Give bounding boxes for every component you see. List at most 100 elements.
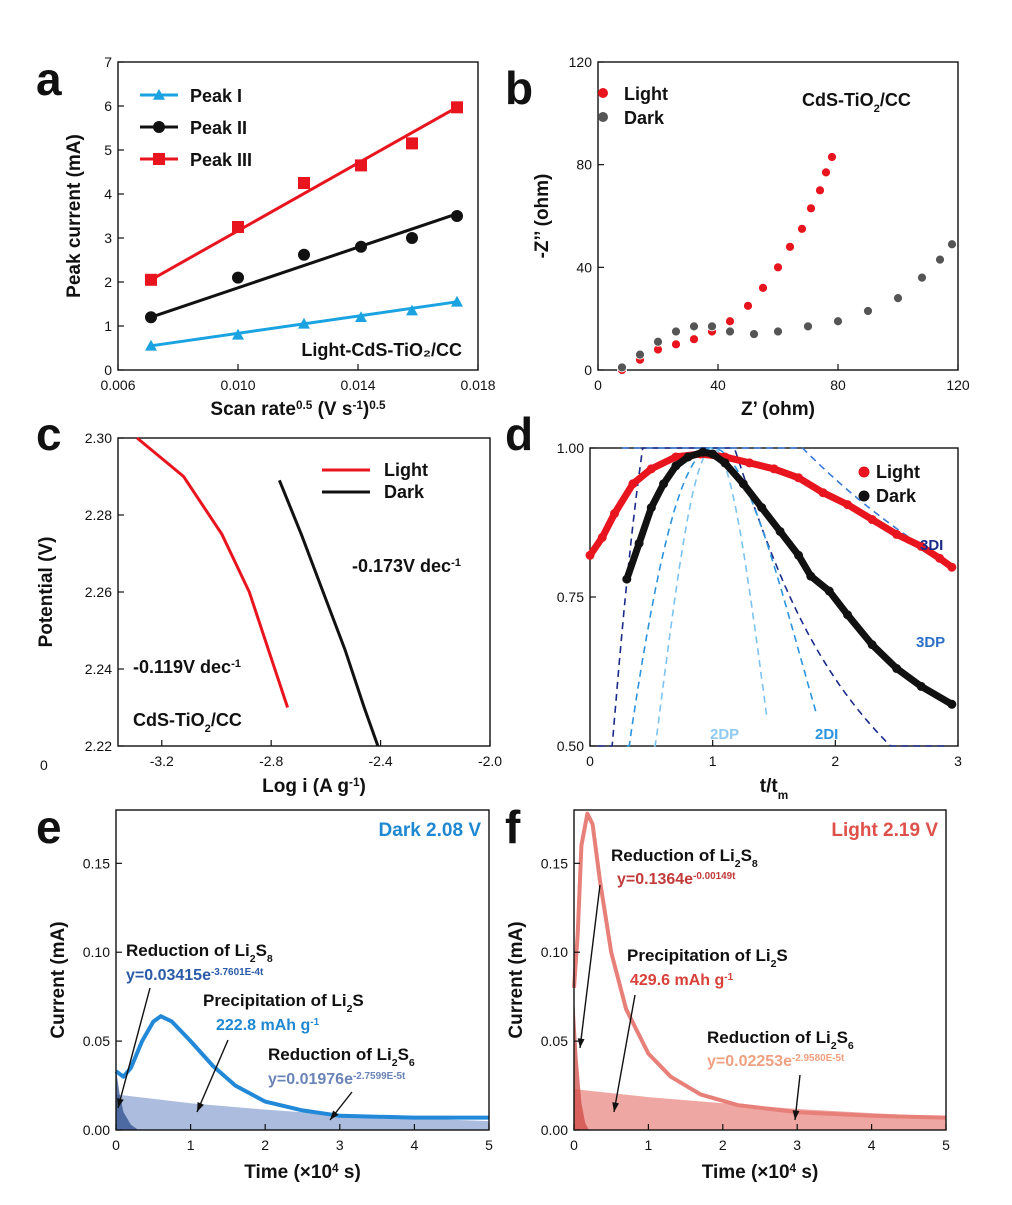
legend-label: Light [876,462,920,482]
data-point [610,509,620,519]
data-point [725,316,735,327]
data-point [806,203,816,214]
y-tick-label: 0.05 [541,1033,568,1049]
legend-label: Peak III [190,150,252,170]
annotation: Reduction of Li2S6 [707,1028,854,1052]
x-tick-label: 5 [485,1137,493,1153]
data-point [749,329,759,339]
data-point [725,326,735,337]
data-point [863,306,873,316]
data-point [815,185,825,196]
x-tick-label: 3 [954,753,962,769]
data-point [406,232,418,244]
y-axis-label: Current (mA) [48,921,69,1038]
data-point [827,152,837,162]
panel-title: Light 2.19 V [831,820,938,841]
data-point [707,321,717,332]
y-tick-label: 7 [104,54,112,70]
fit-line [150,212,458,319]
data-point [794,473,804,483]
data-point [671,339,681,350]
panel-annotation: CdS-TiO2/CC [802,90,911,115]
legend-label: Peak II [190,118,247,138]
y-tick-label: 3 [104,230,112,246]
y-tick-label: 2.26 [85,584,112,600]
data-point [758,282,768,293]
x-tick-label: -2.0 [478,753,502,769]
panel-d: d 0 1 2 3 0.50 0.75 1.00 Light Dark 3DI 3DP 2DP 2DI t/… [505,408,962,802]
y-axis-label: Peak current (mA) [64,134,85,298]
data-point [698,447,708,457]
plot-frame [573,809,947,1131]
data-point [145,339,157,351]
legend-label: Dark [384,482,425,502]
legend-marker [598,88,608,98]
panel-annotation: Light-CdS-TiO₂/CC [301,340,462,360]
data-point [298,177,310,189]
data-point [797,223,807,234]
x-tick-label: 5 [942,1137,950,1153]
x-tick-label: 0.006 [100,377,135,393]
y-tick-label: 40 [576,259,592,275]
arrow-head [612,1102,620,1112]
x-tick-label: -2.8 [259,753,283,769]
annotation-arrow [117,987,151,1109]
panel-letter: b [505,62,533,114]
data-point [451,210,463,222]
capacity-label: 222.8 mAh g-1 [216,1017,320,1035]
equation: y=0.03415e-3.7601E-4t [126,967,264,985]
series-line [587,450,954,571]
data-point [646,503,656,513]
x-tick-label: 2 [831,753,839,769]
annotation: Precipitation of Li2S [203,991,364,1015]
annotation-arrow [613,994,636,1113]
y-tick-label: 0.10 [541,944,568,960]
y-tick-label: 0 [584,362,592,378]
y-tick-label: 0.50 [557,738,584,754]
model-label: 3DP [916,634,945,651]
data-point [892,664,902,674]
data-point [824,586,834,596]
panel-letter: d [505,408,533,460]
data-point [917,272,927,283]
x-axis-label: Z’ (ohm) [741,399,815,420]
data-point [689,334,699,345]
data-point [689,321,699,332]
x-tick-label: -3.2 [150,753,174,769]
data-point [803,321,813,332]
capacity-label: 429.6 mAh g-1 [630,972,734,990]
data-point [773,262,783,273]
equation: y=0.01976e-2.7599E-5t [268,1071,406,1089]
x-axis-label: Time (×104 s) [244,1162,361,1184]
x-tick-label: 40 [710,377,726,393]
y-axis-label: Current (mA) [506,921,527,1038]
data-point [451,101,463,114]
data-point [843,500,853,510]
data-point [355,311,367,322]
legend-label: Dark [876,486,917,506]
panel-letter: a [36,53,62,105]
data-point [153,121,165,133]
data-point [708,449,718,459]
panel-annotation: CdS-TiO2/CC [133,710,242,735]
data-point [935,254,945,265]
data-point [916,681,926,691]
x-tick-label: 0 [594,377,602,393]
y-tick-label: 80 [576,157,592,173]
3DP-curve [621,447,953,566]
data-point [843,610,853,620]
y-tick-label: 0.15 [541,855,568,871]
data-point [947,562,957,572]
data-point [597,532,607,542]
data-point [794,550,804,560]
data-point [298,248,310,261]
legend-label: Light [624,84,668,104]
y-tick-label: 5 [104,142,112,158]
data-point [671,452,681,462]
data-point [406,304,418,316]
data-point [935,553,945,563]
legend-label: Light [384,460,428,480]
legend-marker [858,466,870,478]
arrow-head [117,1098,124,1108]
data-point [355,240,367,253]
